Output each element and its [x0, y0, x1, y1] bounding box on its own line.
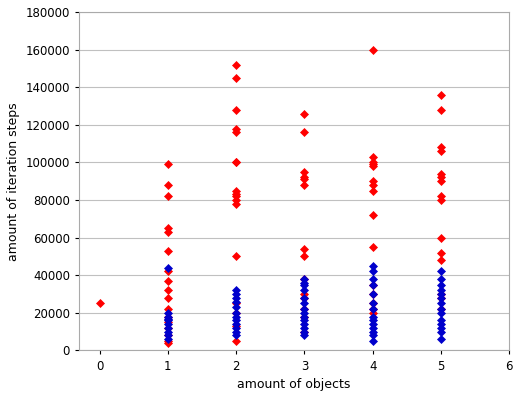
X-axis label: amount of objects: amount of objects: [238, 378, 351, 391]
Y-axis label: amount of iteration steps: amount of iteration steps: [7, 102, 20, 261]
